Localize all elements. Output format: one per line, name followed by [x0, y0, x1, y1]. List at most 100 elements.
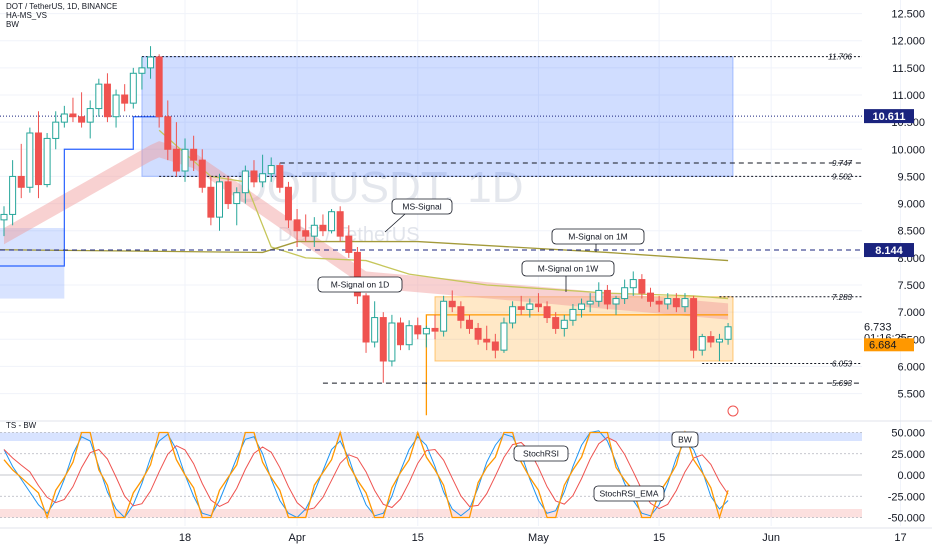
candle-body: [284, 186, 292, 221]
lightning-icon: [727, 405, 739, 417]
price-tick-label: 9.500: [897, 171, 925, 183]
candle-body: [233, 192, 241, 205]
candle-body: [43, 137, 51, 186]
candle-body: [310, 224, 318, 237]
candle-body: [121, 94, 129, 104]
orange-price-tag: [864, 338, 914, 352]
level-label-0: 11.706: [828, 53, 852, 62]
candle-body: [86, 108, 94, 123]
candle-body: [293, 219, 301, 232]
candle-body: [586, 300, 594, 305]
x-tick-label: Jun: [762, 532, 780, 544]
x-tick-label: 17: [894, 532, 906, 544]
left-zone: [0, 228, 65, 299]
osc-tick-label: 50.000: [891, 428, 925, 440]
osc-tick-label: 0.000: [897, 470, 925, 482]
candle-body: [216, 181, 223, 218]
candle-body: [690, 298, 698, 351]
candle-body: [336, 211, 344, 237]
price-tag-text: 10.611: [872, 111, 905, 123]
m-signal-1w-line: [158, 129, 729, 300]
callout-m-signal-1d-label: M-Signal on 1D: [331, 280, 390, 290]
candle-body: [207, 186, 215, 218]
candle-body: [397, 322, 405, 346]
candle-body: [181, 148, 189, 172]
candle-body: [440, 300, 448, 332]
osc-oversold-band: [0, 509, 862, 518]
candle-body: [164, 116, 172, 150]
candle-body: [60, 113, 68, 123]
candle-body: [319, 224, 327, 232]
callout-m-signal-1w-label: M-Signal on 1W: [538, 264, 598, 274]
price-tick-label: 10.500: [891, 117, 925, 129]
osc-tick-label: -50.000: [888, 513, 925, 525]
level-label-7: 5.693: [832, 379, 853, 388]
candle-body: [474, 327, 482, 340]
price-tag-text: 8.144: [875, 245, 903, 257]
candle-body: [362, 295, 370, 343]
stochrsi-ema-line: [3, 436, 729, 511]
candle-body: [534, 303, 542, 308]
orange-price-label: 6.684: [869, 339, 897, 351]
candle-body: [388, 322, 396, 362]
candle-body: [379, 317, 387, 362]
current-price-label: 6.733: [864, 322, 892, 334]
level-label-5: 7.283: [832, 293, 853, 302]
candle-body: [129, 72, 137, 104]
x-tick-label: Apr: [289, 532, 306, 544]
candle-body: [578, 303, 586, 310]
indicator-label-hams: HA-MS_VS: [6, 11, 47, 20]
candle-body: [483, 338, 491, 343]
x-tick-label: May: [528, 532, 549, 544]
callout-stochrsi-ema-box: [593, 485, 665, 502]
candle-body: [52, 121, 60, 139]
candle-body: [172, 148, 180, 172]
bw-line: [3, 430, 729, 520]
candle-body: [328, 211, 336, 232]
candle-body: [612, 298, 620, 305]
price-tick-label: 11.500: [892, 63, 925, 75]
candle-body: [0, 213, 8, 221]
candle-body: [664, 298, 672, 305]
candle-body: [414, 325, 422, 335]
candle-body: [259, 173, 267, 183]
candle-body: [302, 230, 310, 237]
price-tick-label: 7.000: [897, 307, 925, 319]
oscillator-title: TS - BW: [6, 421, 37, 430]
x-tick-label: 15: [412, 532, 424, 544]
candle-body: [405, 325, 413, 346]
price-tick-label: 8.500: [897, 226, 925, 238]
candle-body: [569, 308, 577, 321]
callout-bw-label: BW: [678, 435, 692, 445]
candle-body: [95, 83, 103, 110]
price-tick-label: 6.000: [897, 361, 925, 373]
candle-body: [655, 300, 663, 305]
callout-ms-signal-label: MS-Signal: [402, 202, 441, 212]
price-tick-label: 7.500: [897, 280, 925, 292]
candle-body: [138, 67, 146, 74]
candle-body: [250, 170, 258, 183]
candle-body: [715, 338, 723, 343]
indicator-label-bw: BW: [6, 20, 19, 29]
level-label-6: 6.053: [832, 360, 853, 369]
candle-body: [190, 148, 198, 161]
candle-body: [465, 319, 473, 329]
callout-ms-signal-box: [391, 198, 453, 215]
candle-body: [707, 336, 715, 343]
price-tick-label: 12.000: [891, 36, 925, 48]
candle-body: [724, 326, 732, 340]
candle-body: [17, 175, 25, 188]
candle-body: [112, 94, 120, 118]
candle-body: [9, 175, 17, 215]
x-tick-label: 15: [653, 532, 665, 544]
price-tick-label: 9.000: [897, 199, 925, 211]
candle-body: [595, 289, 603, 302]
callout-pointer: [384, 213, 406, 233]
candle-body: [647, 292, 654, 302]
candle-body: [638, 279, 646, 294]
candle-body: [34, 132, 42, 186]
callout-m-signal-1d-box: [317, 276, 403, 293]
